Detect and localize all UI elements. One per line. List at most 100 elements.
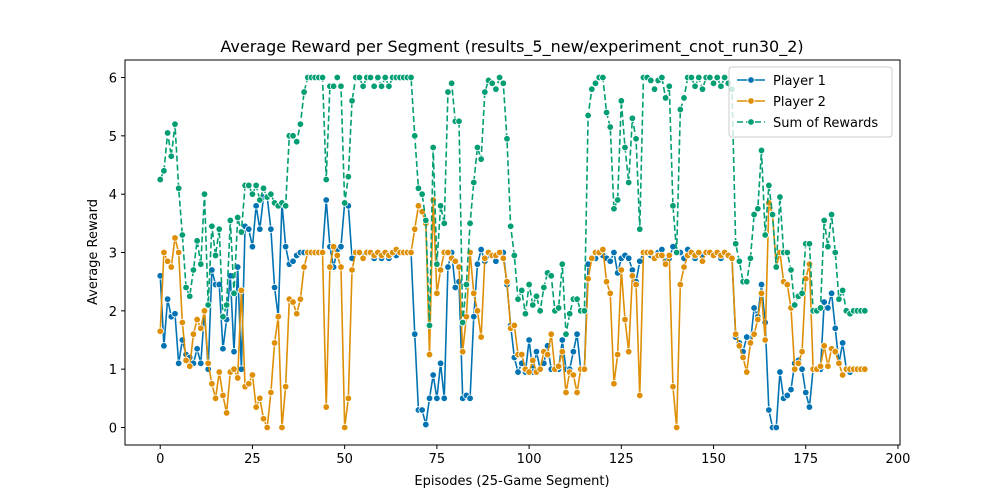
point	[831, 324, 839, 333]
point	[735, 257, 744, 265]
point	[462, 280, 471, 289]
point	[233, 213, 242, 222]
point	[558, 336, 566, 344]
point	[433, 260, 441, 268]
point	[573, 295, 581, 303]
point	[197, 359, 205, 368]
point	[617, 97, 626, 105]
point	[237, 286, 246, 295]
point	[835, 295, 843, 303]
point	[636, 225, 644, 233]
legend-marker	[747, 97, 755, 105]
point	[628, 114, 637, 123]
point	[178, 318, 187, 327]
point	[602, 277, 611, 286]
point	[444, 263, 452, 271]
point	[193, 345, 201, 353]
point	[197, 324, 205, 333]
point	[861, 365, 869, 373]
point	[256, 196, 264, 204]
point	[429, 143, 437, 152]
point	[174, 248, 183, 257]
point	[171, 234, 179, 242]
point	[672, 423, 681, 432]
point	[514, 295, 522, 303]
point	[569, 347, 578, 356]
point	[676, 280, 685, 289]
point	[296, 295, 305, 303]
point	[606, 257, 614, 265]
point	[591, 79, 600, 88]
point	[436, 266, 445, 274]
point	[436, 202, 445, 210]
point	[473, 307, 482, 315]
point	[580, 307, 589, 315]
point	[713, 73, 721, 82]
point	[787, 385, 795, 394]
point	[798, 365, 806, 373]
point	[768, 210, 777, 219]
point	[824, 304, 832, 312]
point	[761, 231, 769, 239]
point	[783, 391, 792, 400]
point	[477, 245, 485, 254]
point	[532, 347, 541, 356]
point	[613, 350, 622, 359]
point	[672, 248, 681, 257]
point	[816, 304, 825, 312]
point	[731, 330, 740, 338]
point	[248, 371, 257, 379]
point	[355, 73, 364, 82]
point	[680, 94, 688, 102]
y-tick-label: 1	[109, 363, 117, 378]
point	[628, 272, 637, 280]
point	[167, 263, 175, 271]
point	[333, 251, 341, 260]
point	[588, 85, 596, 93]
point	[750, 210, 758, 219]
point	[728, 254, 736, 263]
point	[757, 280, 766, 289]
point	[425, 394, 434, 403]
point	[322, 403, 330, 411]
point	[824, 362, 832, 370]
point	[547, 330, 555, 338]
point	[647, 76, 655, 85]
point	[344, 172, 353, 181]
point	[687, 73, 696, 82]
plot-frame	[124, 59, 901, 446]
point	[495, 248, 504, 257]
point	[337, 263, 345, 271]
point	[322, 196, 330, 204]
point	[610, 248, 618, 257]
point	[680, 263, 688, 271]
point	[669, 202, 677, 210]
point	[820, 216, 828, 225]
point	[340, 423, 349, 432]
y-axis-label: Average Reward	[86, 199, 101, 305]
point	[827, 289, 836, 298]
point	[521, 310, 530, 318]
point	[374, 73, 382, 82]
point	[743, 333, 751, 341]
point	[263, 423, 271, 432]
x-tick-label: 200	[886, 452, 911, 467]
point	[385, 82, 393, 90]
point	[407, 73, 415, 82]
point	[289, 132, 297, 140]
point	[359, 82, 367, 90]
point	[706, 73, 714, 82]
point	[189, 266, 198, 274]
legend-label: Player 1	[773, 74, 826, 89]
legend-box	[728, 66, 893, 138]
point	[743, 368, 751, 376]
point	[529, 356, 537, 365]
x-tick-label: 175	[793, 452, 818, 467]
point	[259, 415, 268, 423]
point	[337, 82, 345, 90]
point	[425, 350, 434, 359]
point	[794, 359, 803, 368]
point	[160, 342, 168, 350]
point	[536, 365, 544, 373]
